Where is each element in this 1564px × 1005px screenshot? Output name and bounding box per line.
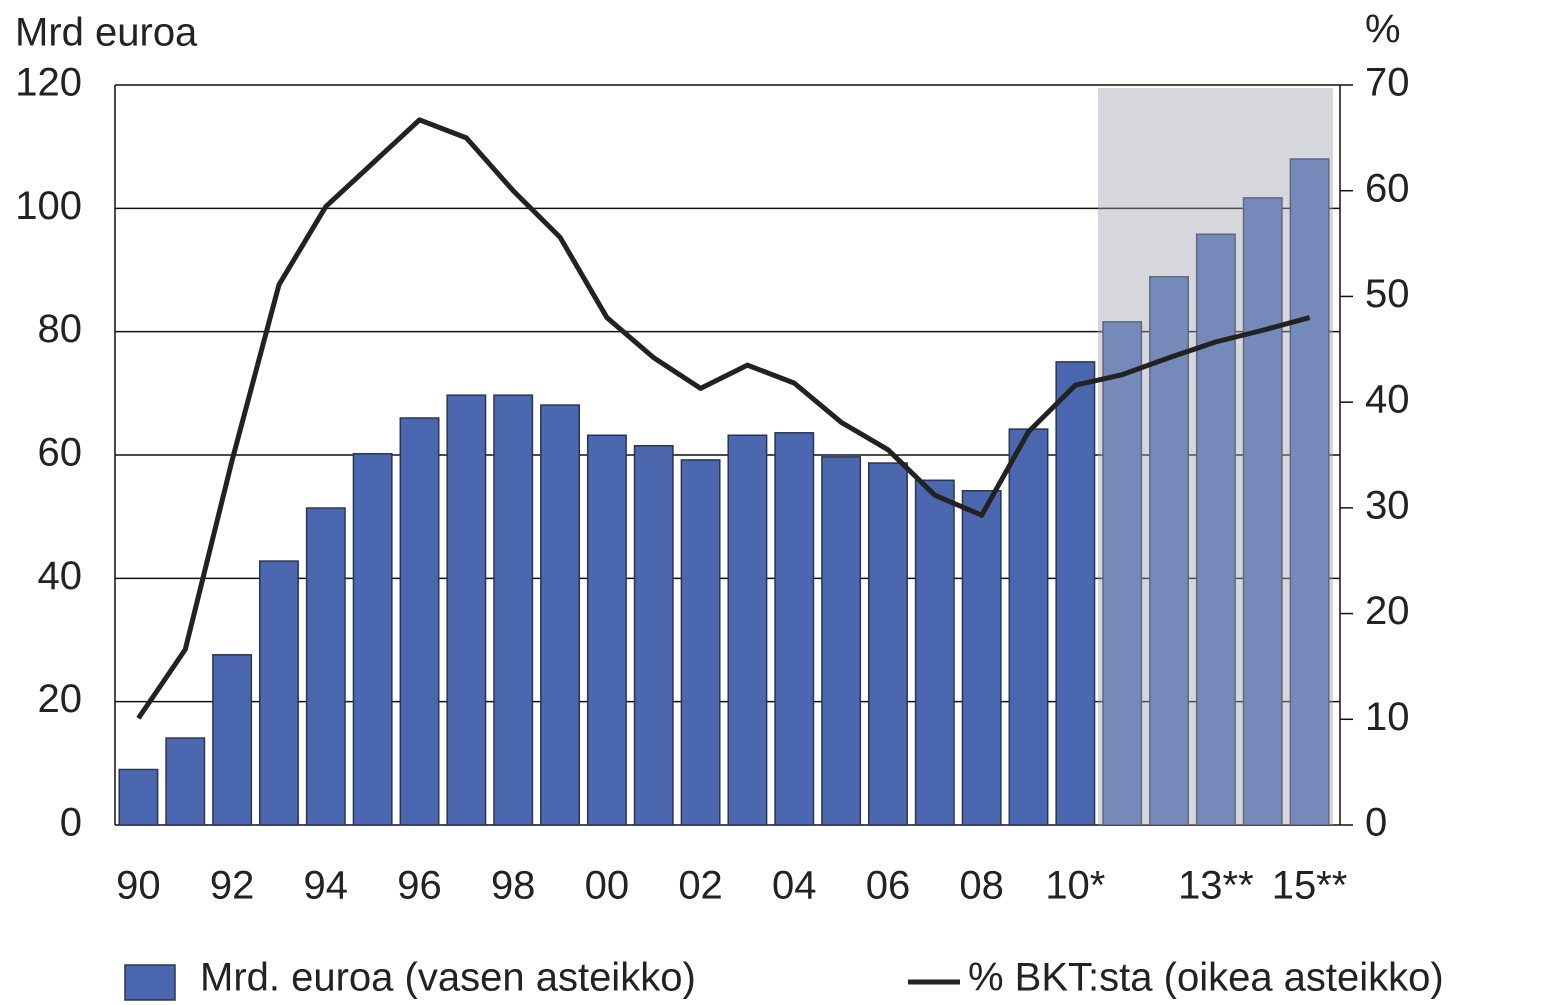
bar xyxy=(399,417,440,826)
x-tick-label: 15** xyxy=(1272,864,1348,908)
y-tick-label: 100 xyxy=(15,184,82,228)
bar xyxy=(165,737,206,826)
y2-axis-label: % xyxy=(1365,8,1401,52)
bars xyxy=(118,158,1330,826)
x-tick-label: 92 xyxy=(210,864,255,908)
x-tick-label: 08 xyxy=(959,864,1004,908)
bar xyxy=(680,459,721,826)
bar xyxy=(633,445,674,826)
y2-tick-label: 50 xyxy=(1365,272,1410,316)
x-tick-label: 00 xyxy=(585,864,630,908)
legend-label: % BKT:sta (oikea asteikko) xyxy=(968,956,1444,1000)
y-tick-label: 0 xyxy=(60,801,82,845)
x-tick-label: 96 xyxy=(397,864,442,908)
bar xyxy=(727,434,768,826)
y2-tick-label: 0 xyxy=(1365,801,1387,845)
bar xyxy=(1242,197,1283,826)
bar xyxy=(961,490,1002,826)
bar xyxy=(1149,276,1189,826)
bar xyxy=(914,479,955,826)
bar xyxy=(493,394,534,826)
x-tick-label: 02 xyxy=(678,864,723,908)
y2-tick-label: 60 xyxy=(1365,166,1410,210)
legend-swatch xyxy=(124,964,176,1001)
bar xyxy=(868,462,908,826)
bar xyxy=(1195,233,1236,826)
y-tick-label: 120 xyxy=(15,61,82,105)
bar xyxy=(1289,158,1330,826)
x-tick-label: 04 xyxy=(772,864,817,908)
bar xyxy=(212,654,253,826)
x-tick-label: 94 xyxy=(304,864,349,908)
y2-tick-label: 40 xyxy=(1365,378,1410,422)
x-tick-label: 13** xyxy=(1178,864,1254,908)
x-tick-label: 90 xyxy=(116,864,161,908)
x-tick-label: 10* xyxy=(1045,864,1105,908)
bar xyxy=(1008,428,1049,826)
y-tick-label: 40 xyxy=(38,554,83,598)
x-tick-label: 98 xyxy=(491,864,536,908)
y2-tick-label: 30 xyxy=(1365,483,1410,527)
bar xyxy=(305,507,346,826)
bar xyxy=(118,768,159,826)
forecast-overlay xyxy=(1098,88,1333,825)
bar xyxy=(352,453,393,826)
line xyxy=(136,117,1311,720)
y-tick-label: 20 xyxy=(38,677,83,721)
bar xyxy=(259,560,299,826)
bar xyxy=(1055,361,1096,826)
bar xyxy=(446,394,487,826)
y-tick-label: 80 xyxy=(38,307,83,351)
y2-tick-label: 10 xyxy=(1365,695,1410,739)
y2-tick-label: 20 xyxy=(1365,589,1410,633)
bar xyxy=(1102,321,1143,826)
legend-label: Mrd. euroa (vasen asteikko) xyxy=(200,956,696,1000)
x-tick-label: 06 xyxy=(866,864,911,908)
y2-tick-label: 70 xyxy=(1365,61,1410,105)
bar xyxy=(540,404,580,826)
bar xyxy=(774,432,815,826)
bar xyxy=(586,434,627,826)
y-tick-label: 60 xyxy=(38,431,83,475)
y-axis-label: Mrd euroa xyxy=(15,11,198,55)
lines xyxy=(136,117,1311,720)
bar xyxy=(821,456,862,826)
